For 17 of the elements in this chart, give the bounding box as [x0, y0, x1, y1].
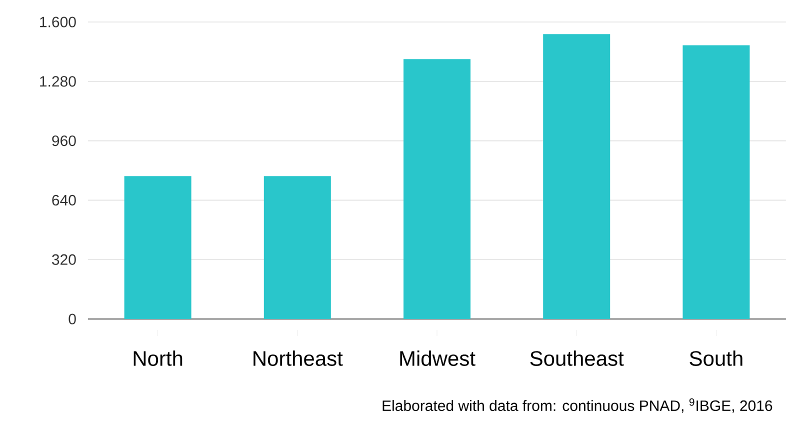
y-tick-label: 640	[52, 194, 76, 206]
x-tick-label: South	[690, 350, 742, 366]
y-tick-label: 960	[52, 135, 76, 146]
bar	[264, 176, 331, 319]
y-tick-label: 0	[68, 314, 76, 324]
x-tick-label: North	[134, 350, 182, 366]
bar	[124, 176, 192, 319]
bar	[404, 59, 471, 319]
y-tick-label: 1.600	[40, 16, 76, 28]
bar	[543, 34, 610, 319]
bar	[682, 45, 750, 319]
x-tick-label: Midwest	[400, 350, 476, 366]
y-tick-label: 1.280	[40, 76, 76, 87]
text: Elaborated with data from: continuous PNAD, $^{9}$IBGE, 2016	[382, 398, 772, 413]
y-tick-label: 320	[52, 254, 76, 265]
x-tick-label: Northeast	[254, 350, 343, 366]
x-tick-label: Southeast	[530, 350, 624, 366]
